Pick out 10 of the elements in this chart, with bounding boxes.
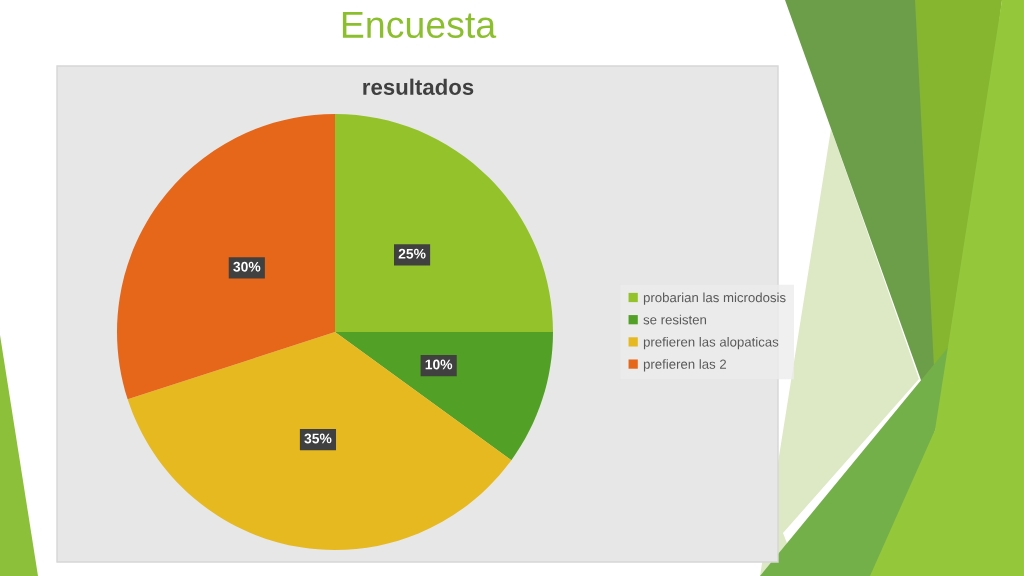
data-label: 35% [304, 433, 332, 444]
chart-title: Encuesta [342, 11, 497, 39]
legend-label: prefieren las 2 [643, 359, 727, 372]
data-label: 10% [425, 359, 453, 370]
legend-label: se resisten [643, 314, 707, 325]
chart-subtitle: resultados [363, 78, 474, 95]
legend-label: probarian las microdosis [643, 292, 786, 305]
legend-label: prefieren las alopaticas [643, 336, 779, 350]
data-label: 30% [233, 261, 261, 272]
data-label: 25% [398, 248, 426, 259]
